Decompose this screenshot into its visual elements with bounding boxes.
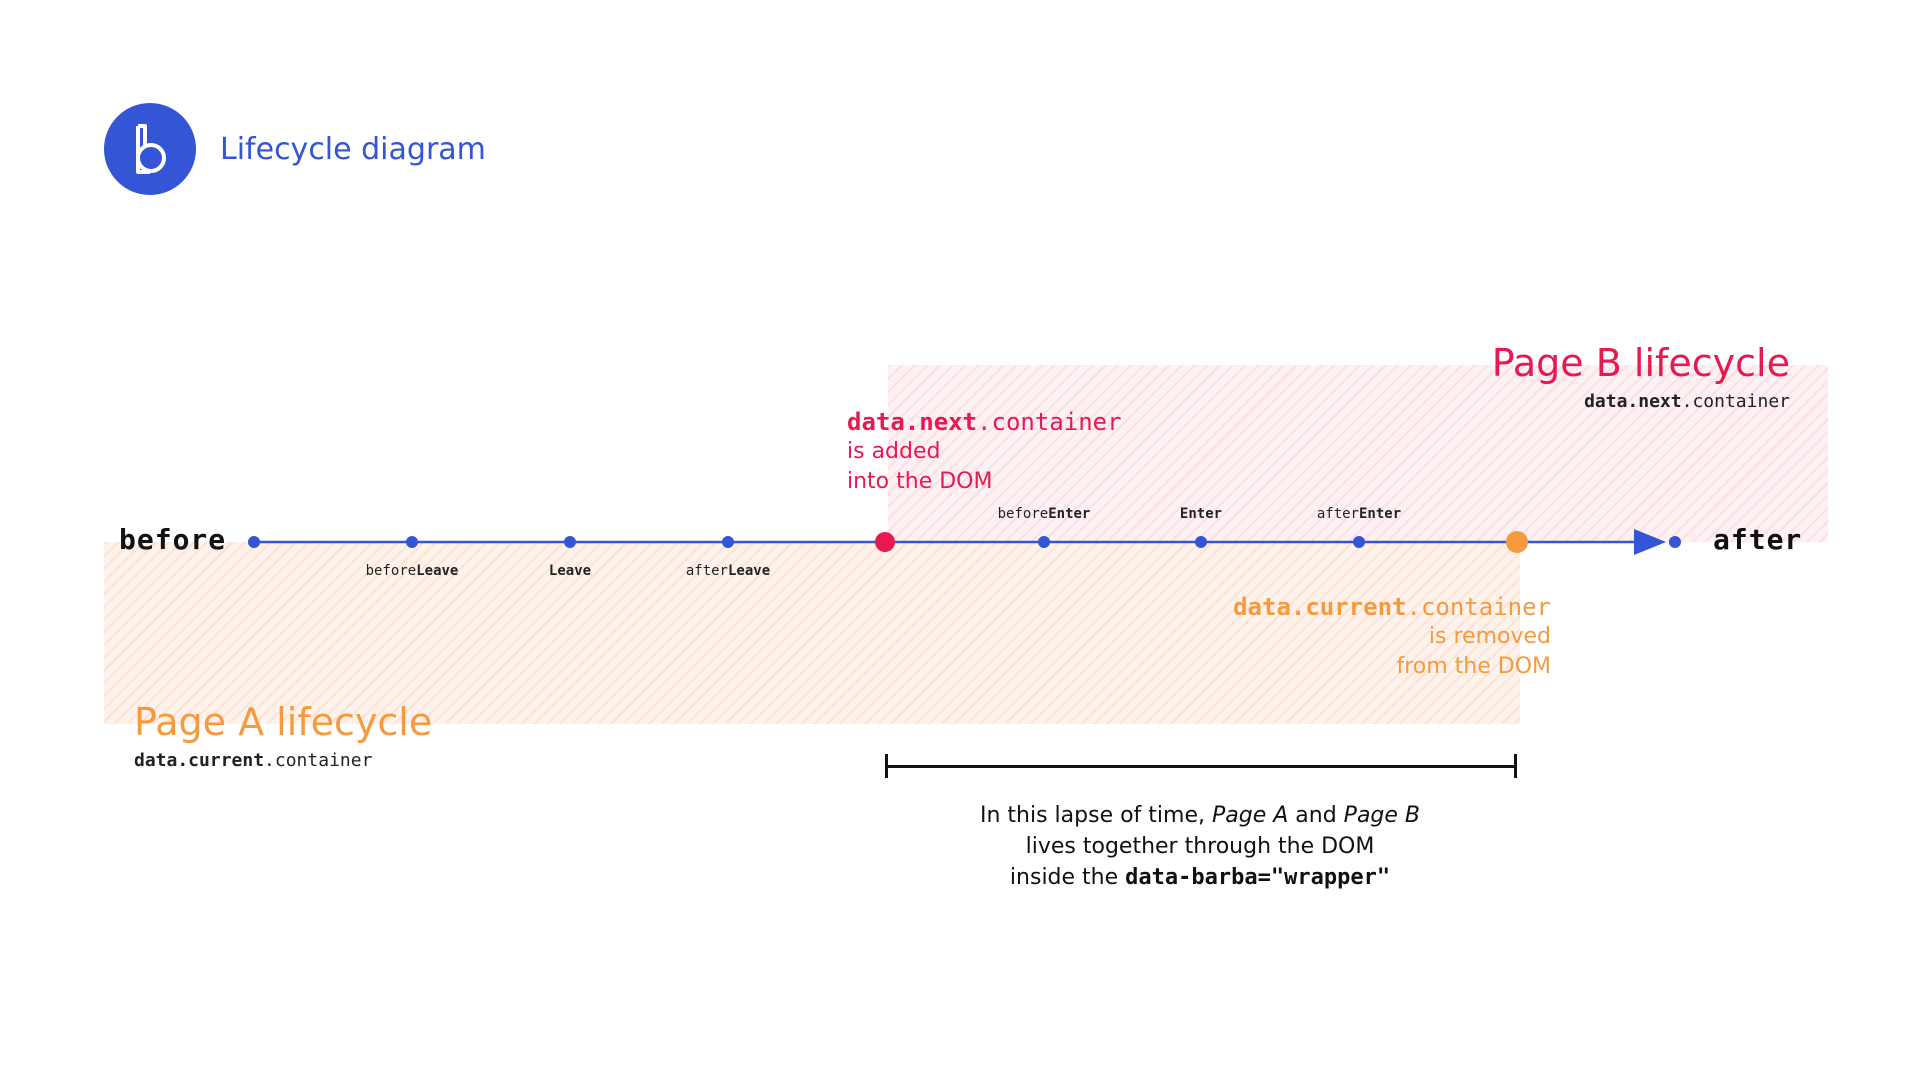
hook-label-beforeleave: beforeLeave: [365, 563, 459, 579]
removed-line-2: from the DOM: [1396, 654, 1551, 679]
diagram-title: Lifecycle diagram: [220, 131, 486, 167]
timeline-end-dot: [1669, 536, 1681, 548]
current-container-code: data.current.container: [1233, 593, 1551, 621]
added-line-2: into the DOM: [847, 469, 993, 494]
barba-logo-icon: [104, 103, 196, 195]
removed-line-1: is removed: [1428, 624, 1551, 649]
hook-label-afterleave: afterLeave: [685, 563, 771, 579]
timeline-start-dot: [248, 536, 260, 548]
page-a-container-label: data.current.container: [134, 750, 373, 771]
timeline-start-label: before: [119, 523, 227, 556]
timeline-arrowhead: [1634, 529, 1666, 555]
next-container-added-dot: [875, 532, 895, 552]
page-b-lifecycle-band: [888, 365, 1828, 542]
hook-dot-leave: [564, 536, 576, 548]
next-container-code: data.next.container: [847, 408, 1122, 436]
hook-dot-beforeenter: [1038, 536, 1050, 548]
hook-label-enter: Enter: [1179, 506, 1223, 522]
page-a-lifecycle-band: [104, 542, 1520, 724]
caption-line-2: lives together through the DOM: [1025, 834, 1375, 859]
next-container-added-note: data.next.container is added into the DO…: [847, 407, 1122, 497]
added-line-1: is added: [847, 439, 941, 464]
caption-line-1: In this lapse of time, Page A and Page B: [979, 803, 1421, 828]
hook-label-afterenter: afterEnter: [1316, 506, 1402, 522]
overlap-caption: In this lapse of time, Page A and Page B…: [900, 800, 1500, 893]
hook-label-beforeenter: beforeEnter: [997, 506, 1091, 522]
caption-line-3: inside the data-barba="wrapper": [1009, 865, 1391, 890]
hook-dot-afterleave: [722, 536, 734, 548]
header: Lifecycle diagram: [104, 103, 486, 195]
page-a-title: Page A lifecycle: [134, 700, 433, 744]
current-container-removed-note: data.current.container is removed from t…: [1233, 592, 1551, 682]
current-container-removed-dot: [1506, 531, 1528, 553]
hook-label-leave: Leave: [548, 563, 592, 579]
page-b-title: Page B lifecycle: [1491, 341, 1790, 385]
page-b-container-label: data.next.container: [1584, 391, 1790, 412]
overlap-span-bracket: [885, 754, 1517, 778]
hook-dot-beforeleave: [406, 536, 418, 548]
hook-dot-enter: [1195, 536, 1207, 548]
timeline-end-label: after: [1713, 523, 1803, 556]
hook-dot-afterenter: [1353, 536, 1365, 548]
